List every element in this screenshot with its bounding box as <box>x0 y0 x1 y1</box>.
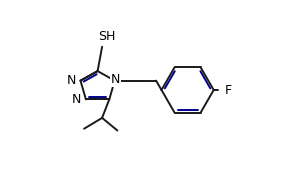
Text: N: N <box>66 74 76 87</box>
Text: N: N <box>71 93 81 106</box>
Text: F: F <box>225 84 232 96</box>
Text: SH: SH <box>98 30 115 42</box>
Text: N: N <box>110 73 120 86</box>
